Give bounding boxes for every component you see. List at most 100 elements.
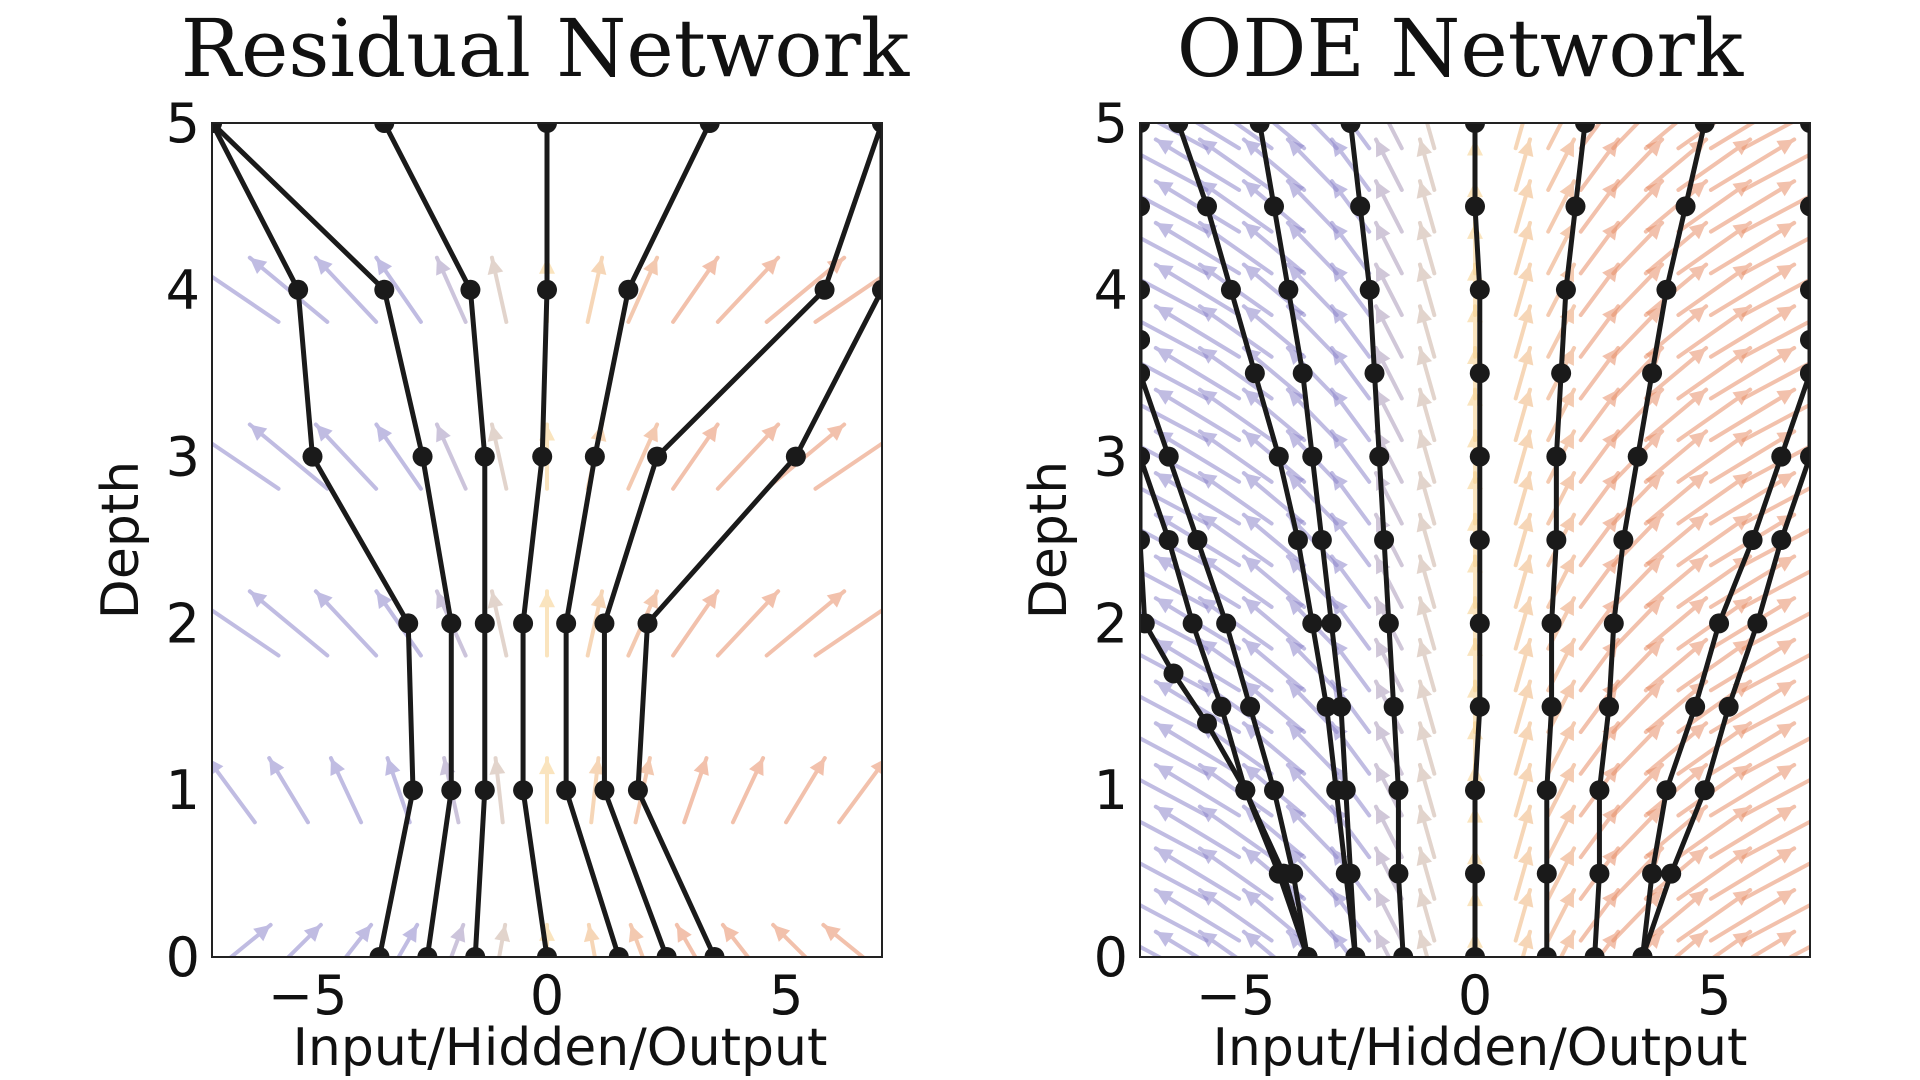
field-arrow xyxy=(1416,137,1437,192)
field-arrow xyxy=(1416,637,1437,693)
trajectory-point xyxy=(1465,196,1485,217)
field-arrow xyxy=(1643,888,1709,943)
trajectory-point xyxy=(1575,123,1596,133)
field-arrow xyxy=(1140,360,1209,401)
field-arrow xyxy=(715,255,781,324)
trajectory-point xyxy=(1632,947,1653,957)
trajectory-point xyxy=(1393,947,1414,957)
field-arrow xyxy=(1643,123,1680,151)
field-arrow xyxy=(1708,345,1797,401)
field-arrow xyxy=(1513,220,1534,276)
field-arrow xyxy=(1416,429,1437,484)
trajectory-point xyxy=(1536,947,1557,957)
trajectory-line xyxy=(563,123,712,957)
y-axis-label-left: Depth xyxy=(91,461,151,619)
field-arrow xyxy=(1672,929,1709,957)
trajectory-line xyxy=(212,123,454,957)
trajectory-point xyxy=(369,947,390,957)
field-arrow xyxy=(1140,652,1209,693)
x-tick-label: 5 xyxy=(1697,964,1731,1027)
field-arrow xyxy=(1741,861,1810,901)
trajectory-line xyxy=(212,123,416,957)
field-arrow xyxy=(1634,929,1665,957)
trajectory-point xyxy=(1771,446,1792,467)
field-arrow xyxy=(1513,137,1534,192)
trajectory-point xyxy=(537,947,557,957)
field-arrow xyxy=(1708,220,1797,276)
panel-title-left: Residual Network xyxy=(181,2,911,95)
field-arrow xyxy=(1373,888,1404,943)
field-arrow xyxy=(1285,721,1339,776)
field-arrow xyxy=(1513,429,1534,484)
field-arrow xyxy=(1513,721,1534,776)
field-arrow xyxy=(1741,652,1810,693)
field-arrow xyxy=(1153,888,1242,943)
x-axis-label-left: Input/Hidden/Output xyxy=(293,1018,828,1078)
field-arrow xyxy=(1373,137,1404,192)
field-arrow xyxy=(1285,637,1339,693)
field-arrow xyxy=(671,422,720,491)
trajectory-point xyxy=(1140,123,1150,133)
field-arrow xyxy=(1140,193,1209,234)
field-arrow xyxy=(1140,277,1209,318)
field-arrow xyxy=(1643,471,1709,526)
trajectory-point xyxy=(872,279,882,300)
field-arrow xyxy=(1708,262,1797,318)
y-tick-label: 1 xyxy=(166,759,200,822)
field-arrow xyxy=(1285,179,1339,234)
field-arrow xyxy=(1373,304,1404,359)
trajectory-point xyxy=(1264,780,1284,801)
field-arrow xyxy=(313,255,379,324)
field-arrow xyxy=(1741,569,1810,609)
trajectory-point xyxy=(1771,530,1792,550)
trajectory-point xyxy=(699,123,720,133)
trajectory-point xyxy=(1359,279,1380,300)
field-arrow xyxy=(1513,471,1534,526)
field-arrow xyxy=(1676,471,1753,526)
field-arrow xyxy=(313,422,379,491)
field-arrow xyxy=(1197,304,1274,359)
trajectory-point xyxy=(1388,780,1409,801)
field-arrow xyxy=(1611,262,1665,318)
field-arrow xyxy=(1241,679,1307,735)
field-arrow xyxy=(1140,319,1209,359)
field-arrow xyxy=(1140,569,1209,609)
field-arrow xyxy=(730,756,766,825)
field-arrow xyxy=(1285,137,1339,192)
field-arrow xyxy=(626,422,660,491)
trajectory-point xyxy=(1642,363,1663,384)
trajectory-line xyxy=(601,123,882,957)
field-arrow xyxy=(1416,345,1437,401)
y-tick-label: 0 xyxy=(166,926,200,989)
trajectory-point xyxy=(1182,613,1203,634)
field-arrow xyxy=(1546,123,1564,151)
trajectory-point xyxy=(1140,363,1150,384)
trajectories-left xyxy=(212,123,882,957)
y-tick-label: 3 xyxy=(166,426,200,489)
x-tick-label: −5 xyxy=(268,964,348,1027)
trajectory-point xyxy=(1603,613,1624,634)
trajectory-point xyxy=(1661,863,1682,884)
field-arrow xyxy=(1611,888,1665,943)
trajectory-point xyxy=(1345,947,1366,957)
field-arrow xyxy=(1546,888,1577,943)
trajectory-point xyxy=(1321,613,1342,634)
x-tick-label: 0 xyxy=(1458,964,1492,1027)
field-arrow xyxy=(715,422,781,491)
field-arrow xyxy=(1416,596,1437,651)
trajectory-point xyxy=(1283,863,1304,884)
field-arrow xyxy=(1513,888,1534,943)
field-arrow xyxy=(1708,804,1797,860)
field-arrow xyxy=(1153,387,1242,443)
field-arrow xyxy=(1611,471,1665,526)
field-arrow xyxy=(434,255,468,324)
y-tick-label: 4 xyxy=(1094,259,1128,322)
trajectory-point xyxy=(1551,363,1572,384)
field-arrow xyxy=(1708,137,1797,192)
field-arrow xyxy=(837,760,882,825)
field-arrow xyxy=(1643,554,1709,609)
trajectory-point xyxy=(1800,279,1810,300)
field-arrow xyxy=(720,922,751,957)
field-arrow xyxy=(1748,929,1797,957)
field-arrow xyxy=(1611,804,1665,860)
